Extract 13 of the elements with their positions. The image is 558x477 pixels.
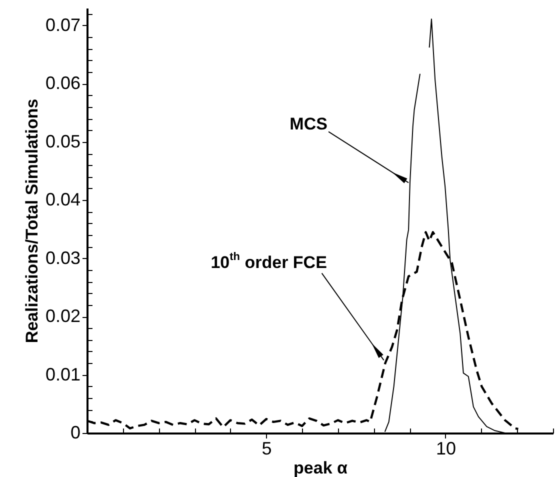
y-tick-label: 0.04 — [45, 190, 80, 210]
y-tick-label: 0.06 — [45, 73, 80, 94]
y-tick-label: 0.01 — [45, 364, 80, 384]
y-tick-label: 0.07 — [45, 14, 80, 35]
y-tick-label: 0.03 — [45, 248, 80, 268]
x-tick-label: 10 — [436, 438, 456, 458]
annotation: MCS — [290, 114, 328, 134]
x-tick-label: 5 — [262, 438, 272, 458]
y-tick-label: 0 — [70, 422, 80, 442]
y-axis-title: Realizations/Total Simulations — [22, 98, 42, 344]
y-tick-label: 0.05 — [45, 131, 80, 152]
x-axis-title: peak α — [294, 458, 348, 477]
y-tick-label: 0.02 — [45, 306, 80, 326]
